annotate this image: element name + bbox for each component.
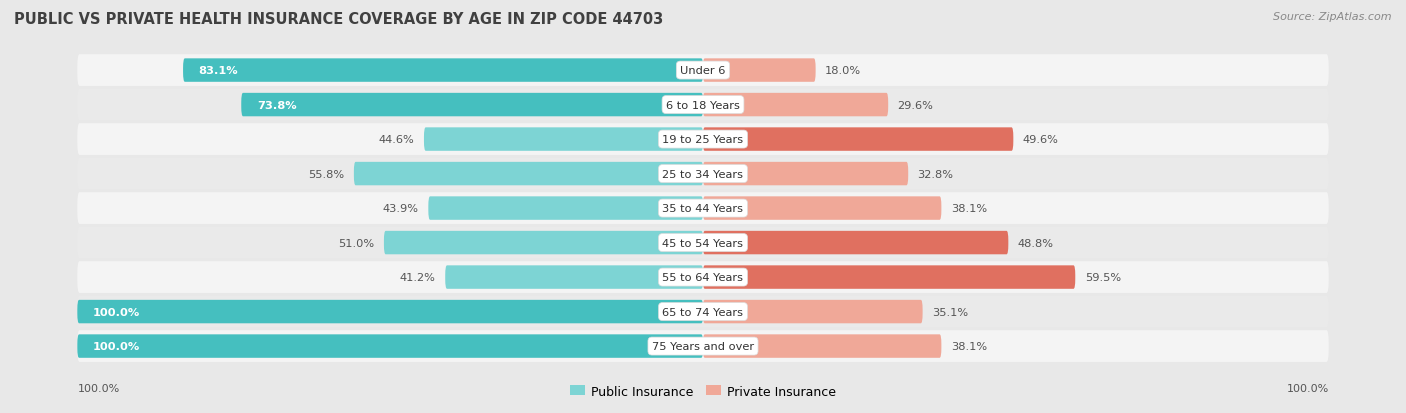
Text: 32.8%: 32.8% [918,169,953,179]
Text: 65 to 74 Years: 65 to 74 Years [662,307,744,317]
Text: 38.1%: 38.1% [950,204,987,214]
Text: 19 to 25 Years: 19 to 25 Years [662,135,744,145]
FancyBboxPatch shape [183,59,703,83]
Text: 18.0%: 18.0% [825,66,860,76]
Text: 75 Years and over: 75 Years and over [652,341,754,351]
Text: 6 to 18 Years: 6 to 18 Years [666,100,740,110]
Text: 100.0%: 100.0% [1286,383,1329,393]
FancyBboxPatch shape [703,197,942,220]
FancyBboxPatch shape [446,266,703,289]
Text: 59.5%: 59.5% [1084,273,1121,282]
FancyBboxPatch shape [242,94,703,117]
Text: 43.9%: 43.9% [382,204,419,214]
Text: 49.6%: 49.6% [1022,135,1059,145]
FancyBboxPatch shape [77,193,1329,224]
FancyBboxPatch shape [77,335,703,358]
Text: 48.8%: 48.8% [1018,238,1053,248]
FancyBboxPatch shape [354,162,703,186]
FancyBboxPatch shape [703,335,942,358]
Text: 35 to 44 Years: 35 to 44 Years [662,204,744,214]
Text: PUBLIC VS PRIVATE HEALTH INSURANCE COVERAGE BY AGE IN ZIP CODE 44703: PUBLIC VS PRIVATE HEALTH INSURANCE COVER… [14,12,664,27]
Text: 29.6%: 29.6% [897,100,934,110]
Text: 51.0%: 51.0% [339,238,374,248]
FancyBboxPatch shape [77,227,1329,259]
Text: 45 to 54 Years: 45 to 54 Years [662,238,744,248]
FancyBboxPatch shape [703,128,1014,152]
FancyBboxPatch shape [77,90,1329,121]
Text: 44.6%: 44.6% [378,135,415,145]
Text: 73.8%: 73.8% [257,100,297,110]
Text: Source: ZipAtlas.com: Source: ZipAtlas.com [1274,12,1392,22]
Text: 100.0%: 100.0% [93,341,141,351]
FancyBboxPatch shape [703,300,922,323]
FancyBboxPatch shape [384,231,703,255]
FancyBboxPatch shape [77,124,1329,156]
Text: 55.8%: 55.8% [308,169,344,179]
FancyBboxPatch shape [77,55,1329,87]
FancyBboxPatch shape [77,158,1329,190]
FancyBboxPatch shape [77,296,1329,328]
Text: 25 to 34 Years: 25 to 34 Years [662,169,744,179]
FancyBboxPatch shape [77,300,703,323]
Text: 55 to 64 Years: 55 to 64 Years [662,273,744,282]
FancyBboxPatch shape [703,59,815,83]
FancyBboxPatch shape [77,261,1329,293]
FancyBboxPatch shape [77,330,1329,362]
Text: 100.0%: 100.0% [77,383,120,393]
FancyBboxPatch shape [703,162,908,186]
FancyBboxPatch shape [703,231,1008,255]
FancyBboxPatch shape [703,266,1076,289]
Text: 100.0%: 100.0% [93,307,141,317]
FancyBboxPatch shape [429,197,703,220]
Text: 41.2%: 41.2% [399,273,436,282]
FancyBboxPatch shape [703,94,889,117]
Text: 83.1%: 83.1% [198,66,239,76]
Text: Under 6: Under 6 [681,66,725,76]
FancyBboxPatch shape [425,128,703,152]
Text: 35.1%: 35.1% [932,307,969,317]
Legend: Public Insurance, Private Insurance: Public Insurance, Private Insurance [565,380,841,403]
Text: 38.1%: 38.1% [950,341,987,351]
